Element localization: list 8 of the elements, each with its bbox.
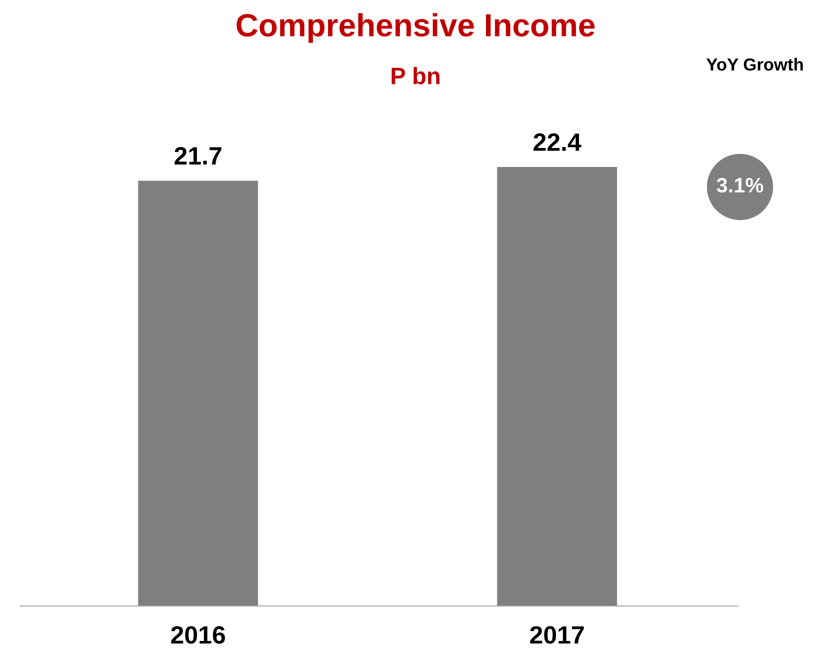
chart-subtitle: P bn [392,66,440,84]
annotation: 3.1% [716,178,764,193]
x-tick-label: 2016 [171,626,225,644]
data-label: 22.4 [534,133,582,151]
chart-title: Comprehensive Income [236,13,595,43]
data-label: 21.7 [174,147,222,164]
x-tick-label: 2017 [530,626,584,644]
text: YoY Growth [706,58,803,71]
